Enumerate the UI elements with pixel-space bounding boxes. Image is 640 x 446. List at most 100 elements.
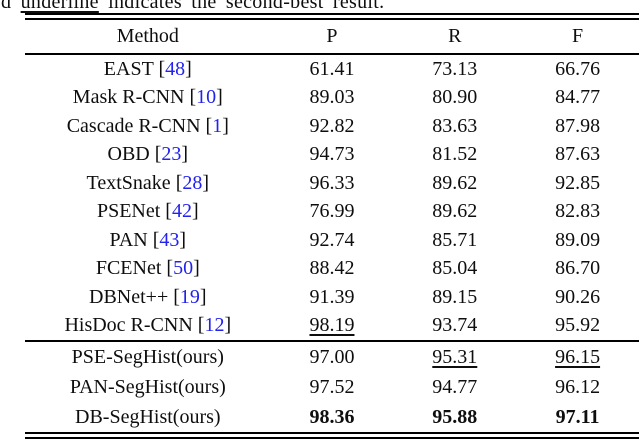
- header-rule: [25, 53, 639, 55]
- bottom-double-rule: [25, 432, 639, 439]
- value-cell: 89.03: [309, 86, 355, 109]
- top-double-rule: [25, 13, 639, 20]
- citation-number[interactable]: 43: [159, 228, 180, 251]
- value-cell: 98.36: [309, 405, 355, 428]
- citation-link[interactable]: [23]: [149, 143, 189, 166]
- value-cell: 88.42: [309, 257, 355, 280]
- value-cell: 80.90: [432, 86, 478, 109]
- table-row: FCENet [50] 88.42 85.04 86.70: [25, 255, 639, 284]
- value-cell: 86.70: [555, 257, 601, 280]
- method-cell: HisDoc R-CNN [12]: [25, 314, 271, 337]
- col-header-recall: R: [448, 25, 462, 47]
- value-cell: 96.15: [555, 345, 601, 368]
- value-cell: 96.12: [555, 375, 601, 398]
- value-cell: 90.26: [555, 285, 601, 308]
- value-cell: 87.98: [555, 114, 601, 137]
- value-cell: 76.99: [309, 200, 355, 223]
- citation-number[interactable]: 50: [173, 257, 194, 280]
- value-cell: 89.62: [432, 171, 478, 194]
- table-row: DBNet++ [19] 91.39 89.15 90.26: [25, 283, 639, 312]
- method-cell: EAST [48]: [25, 58, 271, 81]
- table-row: PAN [43] 92.74 85.71 89.09: [25, 226, 639, 255]
- method-cell: FCENet [50]: [25, 257, 271, 280]
- col-header-method: Method: [116, 25, 179, 47]
- method-name: DB-SegHist(ours): [75, 405, 221, 428]
- value-cell: 97.00: [309, 345, 355, 368]
- method-name: EAST: [103, 57, 154, 80]
- col-header-precision: P: [326, 25, 338, 47]
- method-name: Mask R-CNN: [72, 86, 185, 109]
- table-row: PAN-SegHist(ours) 97.52 94.77 96.12: [25, 372, 639, 402]
- citation-number[interactable]: 23: [161, 143, 182, 166]
- method-name: OBD: [107, 143, 150, 166]
- value-cell: 87.63: [555, 143, 601, 166]
- method-name: HisDoc R-CNN: [64, 314, 193, 337]
- value-cell: 91.39: [309, 285, 355, 308]
- table-row: DB-SegHist(ours) 98.36 95.88 97.11: [25, 402, 639, 432]
- value-cell: 95.31: [432, 345, 478, 368]
- method-name: PAN: [109, 228, 148, 251]
- citation-link[interactable]: [10]: [184, 86, 223, 109]
- citation-number[interactable]: 19: [179, 285, 200, 308]
- value-cell: 92.85: [555, 171, 601, 194]
- method-cell: DB-SegHist(ours): [25, 406, 271, 429]
- caption-suffix: indicates the second-best result.: [98, 0, 385, 13]
- method-name: Cascade R-CNN: [66, 114, 201, 137]
- ours-separator-rule: [25, 340, 639, 342]
- value-cell: 97.52: [309, 375, 355, 398]
- citation-link[interactable]: [42]: [160, 200, 199, 223]
- citation-link[interactable]: [19]: [168, 285, 207, 308]
- ours-rows: PSE-SegHist(ours) 97.00 95.31 96.15 PAN-SegH…: [25, 342, 639, 432]
- method-name: PSENet: [96, 200, 161, 223]
- value-cell: 89.62: [432, 200, 478, 223]
- value-cell: 92.74: [309, 228, 355, 251]
- citation-link[interactable]: [28]: [170, 171, 210, 194]
- value-cell: 85.04: [432, 257, 478, 280]
- citation-number[interactable]: 1: [212, 114, 223, 137]
- citation-number[interactable]: 12: [204, 314, 225, 337]
- main-rows: EAST [48] 61.41 73.13 66.76 Mask R-CNN [10] 8…: [25, 55, 639, 340]
- citation-link[interactable]: [43]: [147, 228, 187, 251]
- value-cell: 95.92: [555, 314, 601, 337]
- method-cell: OBD [23]: [25, 143, 271, 166]
- method-cell: TextSnake [28]: [25, 172, 271, 195]
- value-cell: 93.74: [432, 314, 478, 337]
- table-row: PSENet [42] 76.99 89.62 82.83: [25, 198, 639, 227]
- caption-underline-word: underline: [20, 0, 99, 13]
- method-name: DBNet++: [89, 285, 169, 308]
- method-cell: PSE-SegHist(ours): [25, 346, 271, 369]
- method-cell: PAN-SegHist(ours): [25, 376, 271, 399]
- table-row: OBD [23] 94.73 81.52 87.63: [25, 141, 639, 170]
- citation-number[interactable]: 48: [165, 57, 186, 80]
- citation-link[interactable]: [1]: [200, 114, 229, 137]
- table-row: TextSnake [28] 96.33 89.62 92.85: [25, 169, 639, 198]
- col-header-fmeasure: F: [572, 25, 584, 47]
- citation-number[interactable]: 28: [182, 171, 203, 194]
- value-cell: 89.15: [432, 285, 478, 308]
- citation-link[interactable]: [48]: [153, 57, 192, 80]
- value-cell: 61.41: [309, 57, 355, 80]
- table-caption: d underline indicates the second-best re…: [1, 0, 384, 13]
- table-row: Mask R-CNN [10] 89.03 80.90 84.77: [25, 84, 639, 113]
- table-row: HisDoc R-CNN [12] 98.19 93.74 95.92: [25, 312, 639, 341]
- citation-link[interactable]: [12]: [192, 314, 232, 337]
- table-row: Cascade R-CNN [1] 92.82 83.63 87.98: [25, 112, 639, 141]
- citation-number[interactable]: 10: [196, 86, 217, 109]
- method-cell: DBNet++ [19]: [25, 286, 271, 309]
- value-cell: 83.63: [432, 114, 478, 137]
- value-cell: 98.19: [309, 314, 355, 337]
- table-row: EAST [48] 61.41 73.13 66.76: [25, 55, 639, 84]
- method-cell: PAN [43]: [25, 229, 271, 252]
- value-cell: 85.71: [432, 228, 478, 251]
- value-cell: 81.52: [432, 143, 478, 166]
- value-cell: 92.82: [309, 114, 355, 137]
- value-cell: 95.88: [432, 405, 478, 428]
- header-row: Method P R F: [25, 20, 639, 53]
- results-table: Method P R F EAST [48] 61.41 73.13 66.76 Mas…: [25, 13, 639, 439]
- citation-number[interactable]: 42: [171, 200, 192, 223]
- value-cell: 89.09: [555, 228, 601, 251]
- citation-link[interactable]: [50]: [161, 257, 200, 280]
- value-cell: 82.83: [555, 200, 601, 223]
- method-name: TextSnake: [86, 171, 171, 194]
- method-name: FCENet: [95, 257, 162, 280]
